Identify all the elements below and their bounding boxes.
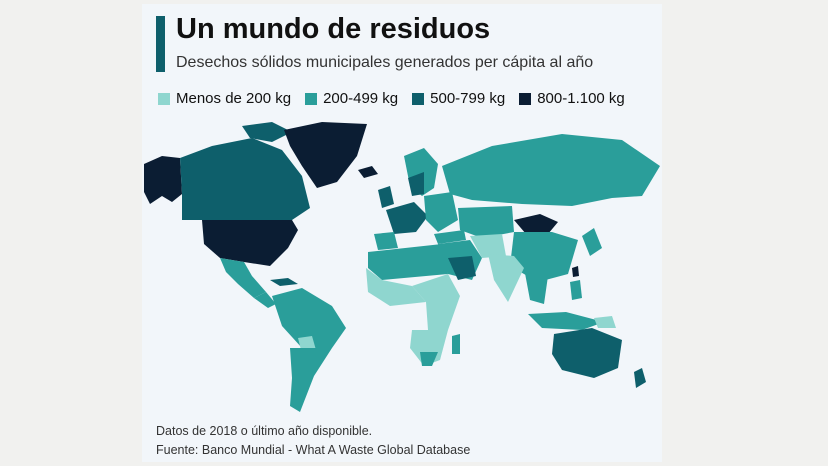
- legend-label-500-799: 500-799 kg: [430, 90, 506, 107]
- region-saudi-arabia: [448, 256, 476, 280]
- region-central-america: [254, 292, 276, 308]
- region-korea-japan: [582, 228, 602, 256]
- region-russia: [442, 134, 660, 206]
- region-turkey: [434, 230, 466, 244]
- region-usa: [202, 220, 298, 266]
- region-north-africa: [368, 244, 448, 280]
- legend-item-200-499: 200-499 kg: [305, 90, 398, 107]
- region-png: [594, 316, 616, 328]
- legend-item-800-1100: 800-1.100 kg: [519, 90, 625, 107]
- legend-swatch-500-799: [412, 92, 425, 105]
- region-iceland: [358, 166, 378, 178]
- region-south-america-south: [290, 348, 332, 412]
- footer-note: Datos de 2018 o último año disponible.: [156, 424, 373, 438]
- legend-swatch-lt200: [158, 92, 170, 105]
- region-south-america-north: [272, 288, 346, 348]
- region-australia: [552, 328, 622, 378]
- region-southern-africa: [410, 330, 448, 366]
- page-subtitle: Desechos sólidos municipales generados p…: [176, 54, 594, 71]
- region-caribbean: [270, 278, 298, 286]
- region-norway: [408, 172, 424, 196]
- region-iberia: [374, 232, 398, 250]
- region-madagascar: [452, 334, 460, 354]
- legend: Menos de 200 kg 200-499 kg 500-799 kg 80…: [158, 90, 625, 107]
- footer-source: Fuente: Banco Mundial - What A Waste Glo…: [156, 443, 471, 457]
- legend-label-lt200: Menos de 200 kg: [176, 90, 292, 107]
- region-philippines: [570, 280, 582, 300]
- legend-swatch-200-499: [305, 92, 318, 105]
- page-title: Un mundo de residuos: [176, 13, 491, 45]
- region-central-africa: [412, 274, 460, 330]
- region-mexico: [220, 258, 266, 298]
- region-taiwan: [572, 266, 579, 277]
- legend-label-800-1100: 800-1.100 kg: [537, 90, 625, 107]
- legend-label-200-499: 200-499 kg: [323, 90, 399, 107]
- region-alaska: [144, 156, 182, 204]
- region-new-zealand: [634, 368, 646, 388]
- region-indonesia: [528, 312, 604, 330]
- region-eastern-europe: [424, 192, 458, 232]
- region-western-europe: [386, 202, 428, 234]
- region-uk: [378, 186, 394, 208]
- region-central-asia: [458, 206, 514, 238]
- region-greenland: [284, 122, 367, 188]
- region-iran-afghanistan: [470, 234, 506, 258]
- legend-item-lt200: Menos de 200 kg: [158, 90, 291, 107]
- region-west-africa: [366, 268, 426, 306]
- world-map: [144, 122, 660, 412]
- region-canada: [180, 138, 310, 220]
- region-south-africa: [420, 352, 438, 366]
- region-india: [488, 254, 524, 302]
- region-mongolia: [514, 214, 558, 234]
- region-southeast-asia: [524, 268, 548, 304]
- legend-swatch-800-1100: [519, 92, 532, 105]
- legend-item-500-799: 500-799 kg: [412, 90, 505, 107]
- chart-card: Un mundo de residuos Desechos sólidos mu…: [142, 4, 662, 462]
- title-accent-bar: [156, 16, 165, 72]
- region-canada-arctic: [242, 122, 292, 142]
